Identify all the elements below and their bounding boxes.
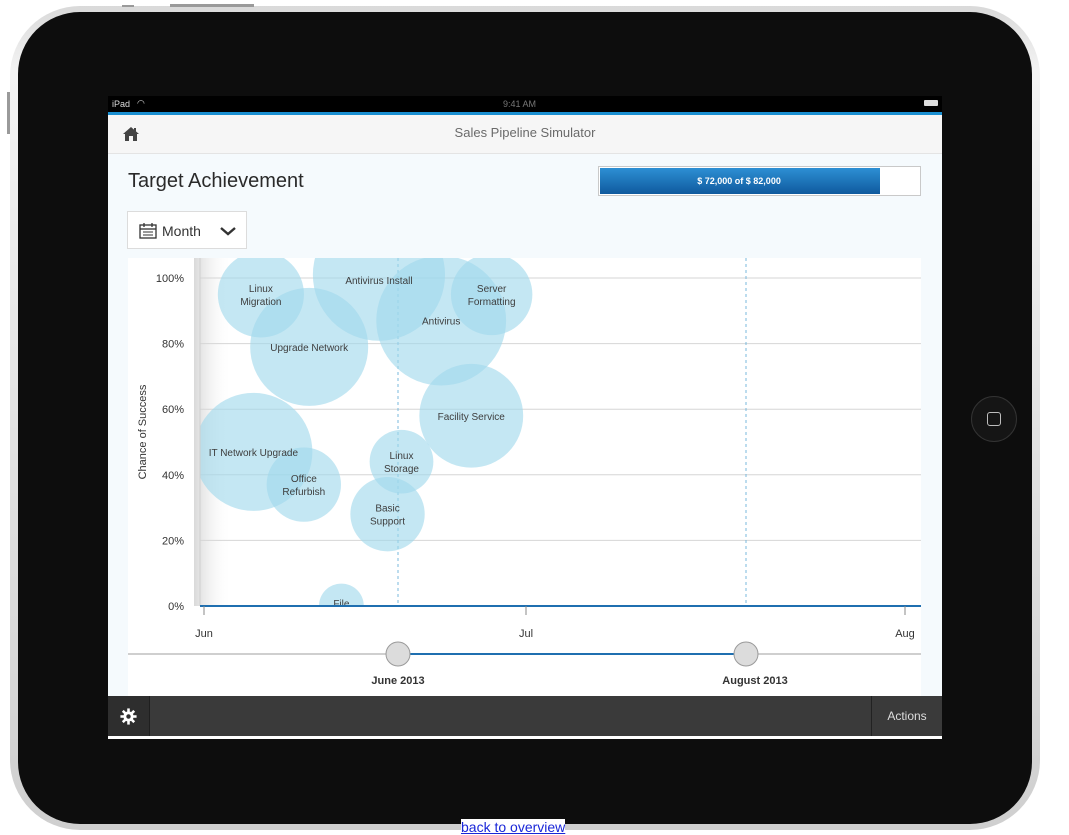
bubble-label: Linux Migration <box>240 284 281 308</box>
home-icon[interactable] <box>122 125 140 143</box>
page-title: Target Achievement <box>128 170 304 192</box>
y-tick-label: 80% <box>162 339 184 351</box>
wifi-icon: ◠ <box>137 98 145 108</box>
bubble-label: Server Formatting <box>468 284 516 308</box>
y-tick-label: 40% <box>162 470 184 482</box>
bubble-label: Antivirus <box>422 317 460 328</box>
range-slider-start-handle[interactable] <box>385 641 411 667</box>
bubble-layer: Linux Migration Upgrade Network Antivirus I… <box>200 258 533 629</box>
device-home-button[interactable] <box>971 396 1017 442</box>
y-tick-label: 0% <box>168 601 184 613</box>
bubble-label: File <box>333 599 350 610</box>
chevron-down-icon <box>220 227 236 236</box>
bubble-chart: 0% 20% 40% 60% 80% 100% Linux Migration Upgrade … <box>128 258 921 698</box>
target-progress-bar: $ 72,000 of $ 82,000 <box>598 166 921 196</box>
main-content: Target Achievement $ 72,000 of $ 82,000 … <box>108 154 942 698</box>
bubble[interactable] <box>450 258 533 336</box>
home-square-icon <box>987 412 1001 426</box>
bubble[interactable] <box>350 476 425 552</box>
battery-icon <box>924 100 938 106</box>
y-tick-label: 60% <box>162 404 184 416</box>
range-slider-end-handle[interactable] <box>733 641 759 667</box>
app-screen: iPad ◠ 9:41 AM Sales Pipeline Simulator … <box>108 96 942 739</box>
chart-canvas: 0% 20% 40% 60% 80% 100% Linux Migration Upgrade … <box>128 258 921 687</box>
progress-fill <box>600 168 881 194</box>
bubble-label: IT Network Upgrade <box>209 448 299 459</box>
range-end-label: August 2013 <box>722 675 787 687</box>
calendar-icon <box>139 223 157 239</box>
y-tick-label: 20% <box>162 535 184 547</box>
period-dropdown[interactable]: Month <box>127 211 247 249</box>
status-bar: iPad ◠ 9:41 AM <box>108 96 942 112</box>
bottom-toolbar: Actions <box>108 696 942 736</box>
x-tick-label: Aug <box>895 628 915 640</box>
carrier-label: iPad <box>112 99 131 109</box>
back-to-overview-link[interactable]: back to overview <box>461 819 566 835</box>
app-title: Sales Pipeline Simulator <box>454 125 596 140</box>
bubble[interactable] <box>419 363 524 468</box>
y-axis-title: Chance of Success <box>137 384 149 479</box>
progress-text: $ 72,000 of $ 82,000 <box>697 176 781 186</box>
volume-button <box>7 92 10 134</box>
settings-button[interactable] <box>108 696 150 736</box>
gear-icon <box>120 708 137 725</box>
bubble-label: Antivirus Install <box>345 276 412 287</box>
x-tick-label: Jun <box>195 628 213 640</box>
power-button <box>170 4 254 7</box>
bubble[interactable] <box>318 583 364 629</box>
status-time: 9:41 AM <box>503 99 537 109</box>
bubble-label: Basic Support <box>370 504 405 528</box>
bubble-label: Facility Service <box>438 412 506 423</box>
mute-switch <box>122 5 134 7</box>
bubble-label: Linux Storage <box>384 451 419 475</box>
bubble-label: Office Refurbish <box>282 474 325 498</box>
bubble[interactable] <box>266 447 341 522</box>
y-tick-label: 100% <box>156 273 184 285</box>
actions-button[interactable]: Actions <box>871 696 942 736</box>
x-tick-label: Jul <box>519 628 533 640</box>
period-selected-label: Month <box>162 223 201 239</box>
range-start-label: June 2013 <box>371 675 424 687</box>
bubble-label: Upgrade Network <box>270 343 349 354</box>
nav-bar: Sales Pipeline Simulator <box>108 112 942 154</box>
